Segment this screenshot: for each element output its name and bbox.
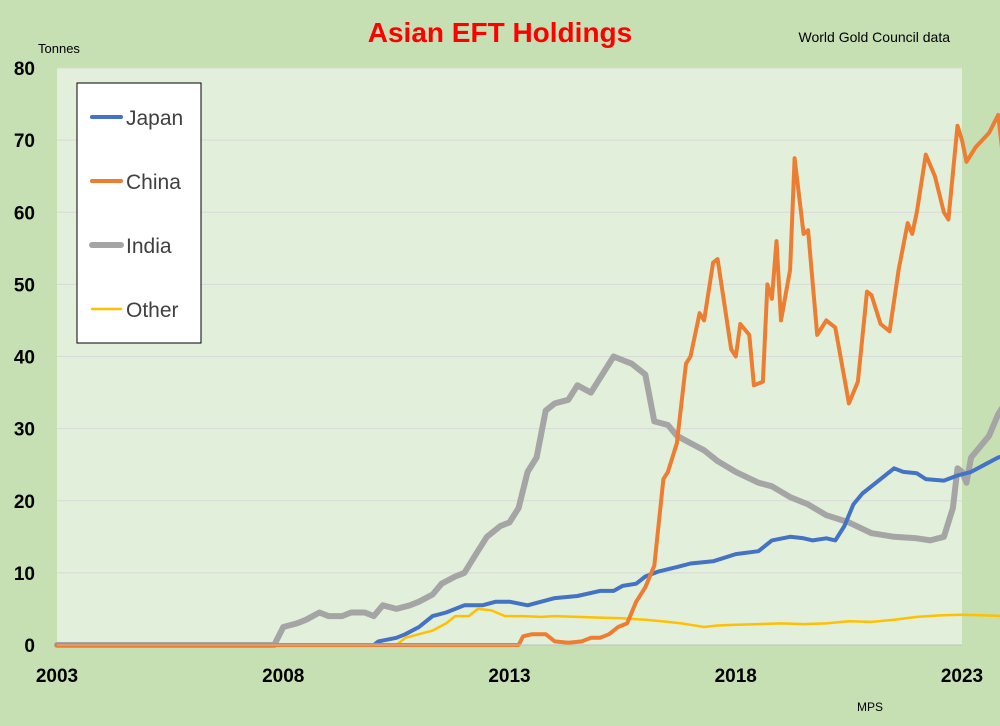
y-tick-label: 80	[14, 59, 35, 80]
y-tick-label: 60	[14, 203, 35, 224]
y-tick-labels: 0 10 20 30 40 50 60 70 80	[14, 59, 35, 657]
chart-title: Asian EFT Holdings	[368, 17, 632, 48]
y-tick-label: 50	[14, 275, 35, 296]
legend-label-japan: Japan	[126, 107, 183, 130]
series-layer	[54, 112, 1000, 648]
y-tick-label: 10	[14, 564, 35, 585]
x-tick-label: 2008	[262, 666, 304, 687]
x-tick-label: 2013	[488, 666, 530, 687]
y-axis-label: Tonnes	[38, 41, 80, 56]
source-note: World Gold Council data	[799, 29, 951, 45]
y-tick-label: 30	[14, 420, 35, 441]
series-line-india	[54, 353, 1000, 648]
series-line-japan	[55, 455, 1000, 647]
legend: Japan China India Other	[76, 82, 202, 344]
legend-label-other: Other	[126, 299, 179, 322]
credit-label: MPS	[857, 700, 883, 714]
y-tick-label: 0	[24, 636, 35, 657]
legend-label-india: India	[126, 235, 172, 258]
legend-label-china: China	[126, 171, 181, 194]
y-tick-label: 40	[14, 348, 35, 369]
gridlines	[57, 67, 962, 574]
series-line-other	[55, 607, 1000, 647]
x-tick-labels: 2003 2008 2013 2018 2023	[36, 666, 983, 687]
x-tick-label: 2018	[715, 666, 757, 687]
legend-box	[76, 82, 202, 344]
y-tick-label: 20	[14, 492, 35, 513]
x-tick-label: 2003	[36, 666, 78, 687]
y-tick-label: 70	[14, 131, 35, 152]
series-line-china	[55, 112, 1000, 647]
x-tick-label: 2023	[941, 666, 983, 687]
